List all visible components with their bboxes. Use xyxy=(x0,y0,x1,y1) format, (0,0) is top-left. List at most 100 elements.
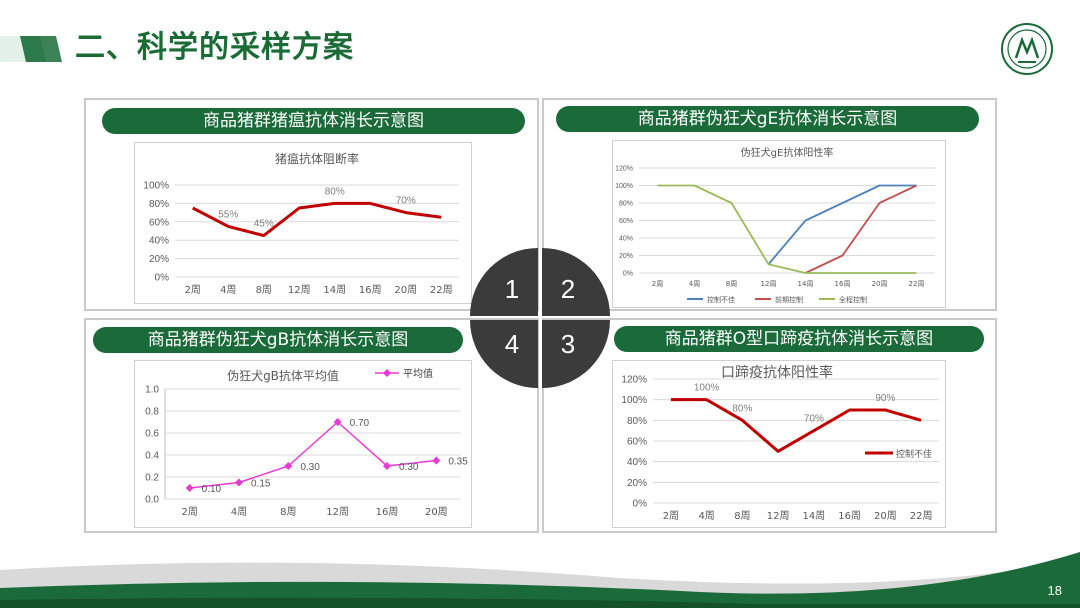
panel-title-fmd: 商品猪群O型口蹄疫抗体消长示意图 xyxy=(614,326,984,352)
y-tick-label: 20% xyxy=(619,253,633,260)
data-label: 100% xyxy=(694,383,720,394)
x-tick-label: 4周 xyxy=(698,510,714,522)
data-point xyxy=(235,478,243,487)
legend-label: 控制不佳 xyxy=(896,448,932,460)
data-label: 0.30 xyxy=(399,462,419,473)
y-tick-label: 80% xyxy=(627,416,647,427)
data-label: 0.15 xyxy=(251,479,271,490)
x-tick-label: 16周 xyxy=(835,280,851,288)
legend-label: 全程控制 xyxy=(839,295,867,304)
series-line xyxy=(805,184,917,274)
university-logo-icon xyxy=(1001,23,1053,75)
y-tick-label: 40% xyxy=(619,235,633,242)
y-tick-label: 120% xyxy=(621,375,647,386)
data-label: 70% xyxy=(804,414,824,425)
x-tick-label: 20周 xyxy=(394,284,417,296)
header-decoration xyxy=(0,36,62,62)
y-tick-label: 60% xyxy=(627,437,647,448)
x-tick-label: 16周 xyxy=(838,510,861,522)
data-label: 0.35 xyxy=(448,457,468,468)
y-tick-label: 0% xyxy=(633,499,648,510)
y-tick-label: 1.0 xyxy=(145,385,159,396)
y-tick-label: 80% xyxy=(619,200,633,207)
x-tick-label: 4周 xyxy=(231,506,247,518)
x-tick-label: 14周 xyxy=(798,280,814,288)
x-tick-label: 8周 xyxy=(256,284,272,296)
y-tick-label: 0.0 xyxy=(145,495,159,506)
chart-csf: 0% 20% 40% 60% 80% 100% 2周 4周 8周 12周 14周 16周 20周 22周 猪… xyxy=(134,142,472,304)
y-tick-label: 0.4 xyxy=(145,451,159,462)
chart-title: 猪瘟抗体阻断率 xyxy=(275,151,359,166)
x-tick-label: 22周 xyxy=(909,280,925,288)
y-tick-label: 20% xyxy=(149,254,169,265)
chart-prv-gb: 0.0 0.2 0.4 0.6 0.8 1.0 2周 4周 8周 12周 16周 20周 伪狂犬gB抗体… xyxy=(134,360,472,528)
y-tick-label: 100% xyxy=(615,183,633,190)
series-line xyxy=(670,398,922,453)
x-tick-label: 16周 xyxy=(376,506,399,518)
data-label: 0.70 xyxy=(350,418,370,429)
data-point xyxy=(383,462,391,470)
data-label: 90% xyxy=(875,393,895,404)
x-tick-label: 8周 xyxy=(734,510,750,522)
x-tick-label: 12周 xyxy=(767,510,790,522)
x-tick-label: 12周 xyxy=(761,280,777,288)
y-tick-label: 0% xyxy=(155,273,170,284)
x-tick-label: 2周 xyxy=(181,506,197,518)
series-line xyxy=(767,184,917,265)
y-tick-label: 80% xyxy=(149,199,169,210)
panel-title-prv-gb: 商品猪群伪狂犬gB抗体消长示意图 xyxy=(93,327,463,353)
x-tick-label: 14周 xyxy=(803,510,826,522)
page-number: 18 xyxy=(1047,583,1062,598)
legend-label: 前期控制 xyxy=(775,295,803,304)
data-label: 80% xyxy=(325,186,345,197)
series-line xyxy=(192,201,442,238)
x-tick-label: 8周 xyxy=(726,280,737,288)
quadrant-number-1: 1 xyxy=(504,274,520,304)
y-tick-label: 40% xyxy=(627,457,647,468)
y-tick-label: 60% xyxy=(619,218,633,225)
chart-title: 口蹄疫抗体阳性率 xyxy=(721,364,833,381)
x-tick-label: 12周 xyxy=(288,284,311,296)
data-label: 0.30 xyxy=(300,462,320,473)
y-tick-label: 40% xyxy=(149,236,169,247)
data-label: 55% xyxy=(218,209,238,220)
series-line xyxy=(657,184,917,274)
x-tick-label: 16周 xyxy=(359,284,382,296)
footer-swoosh xyxy=(0,552,1080,608)
chart-title: 伪狂犬gE抗体阳性率 xyxy=(741,146,834,159)
x-tick-label: 20周 xyxy=(874,510,897,522)
y-tick-label: 60% xyxy=(149,217,169,228)
y-tick-label: 100% xyxy=(143,181,169,192)
y-tick-label: 20% xyxy=(627,478,647,489)
quadrant-number-2: 2 xyxy=(560,274,576,304)
quadrant-number-4: 4 xyxy=(504,329,520,359)
y-tick-label: 0.2 xyxy=(145,473,159,484)
x-tick-label: 22周 xyxy=(910,510,933,522)
x-tick-label: 4周 xyxy=(220,284,236,296)
x-tick-label: 12周 xyxy=(326,506,349,518)
y-tick-label: 100% xyxy=(621,395,647,406)
panel-title-csf: 商品猪群猪瘟抗体消长示意图 xyxy=(102,108,525,134)
x-tick-label: 14周 xyxy=(323,284,346,296)
chart-title: 伪狂犬gB抗体平均值 xyxy=(227,368,339,383)
y-tick-label: 0% xyxy=(623,270,633,277)
legend-marker xyxy=(383,369,391,377)
x-tick-label: 2周 xyxy=(652,280,663,288)
x-tick-label: 2周 xyxy=(663,510,679,522)
x-tick-label: 4周 xyxy=(689,280,700,288)
x-tick-label: 8周 xyxy=(280,506,296,518)
y-tick-label: 0.8 xyxy=(145,407,159,418)
data-label: 70% xyxy=(396,196,416,207)
x-tick-label: 20周 xyxy=(425,506,448,518)
data-point xyxy=(432,456,441,465)
chart-prv-ge: 0% 20% 40% 60% 80% 100% 120% 2周 4周 8周 12周 14周 16周 20周… xyxy=(612,140,946,308)
x-tick-label: 20周 xyxy=(872,280,888,288)
data-point xyxy=(185,484,194,492)
data-label: 0.10 xyxy=(202,484,222,495)
y-tick-label: 120% xyxy=(615,165,633,172)
x-tick-label: 22周 xyxy=(430,284,453,296)
series-line xyxy=(189,421,437,489)
page-title: 二、科学的采样方案 xyxy=(75,30,354,65)
chart-fmd: 0% 20% 40% 60% 80% 100% 120% 2周 4周 8周 12周 14周 16周 20周… xyxy=(612,360,946,528)
legend-label: 控制不佳 xyxy=(707,295,735,304)
